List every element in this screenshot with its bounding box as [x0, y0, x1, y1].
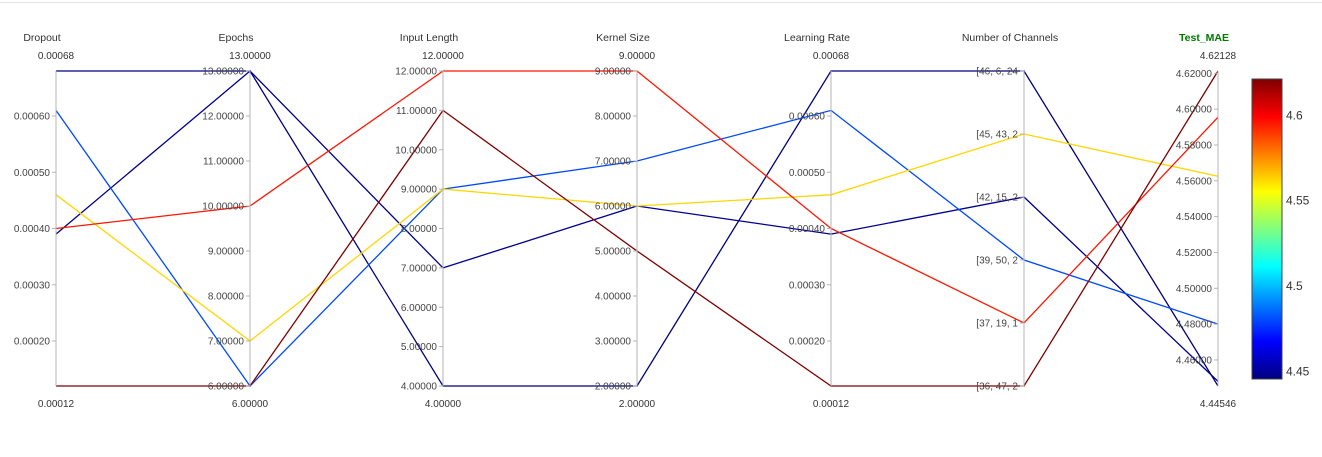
axis-max-label: 9.00000	[619, 51, 656, 62]
axis-learning-rate[interactable]: Learning Rate 0.00068 0.00012 0.00020 0.0003…	[784, 32, 850, 410]
tick-label: 0.00050	[789, 168, 826, 179]
tick-label: [42, 15, 2	[976, 193, 1018, 204]
axis-epochs[interactable]: Epochs 13.00000 6.00000 6.00000 7.00000 8.000…	[202, 32, 271, 410]
tick-label: 11.00000	[203, 157, 244, 168]
axis-title: Learning Rate	[784, 32, 850, 44]
axis-min-label: 0.00012	[38, 399, 75, 410]
axis-min-label: 6.00000	[232, 399, 269, 410]
tick-label: 4.00000	[595, 292, 632, 303]
top-divider	[0, 2, 1322, 3]
tick-label: 4.60000	[1176, 105, 1213, 116]
axis-max-label: 0.00068	[38, 51, 75, 62]
tick-label: 11.00000	[396, 106, 437, 117]
tick-label: 7.00000	[595, 157, 632, 168]
tick-label: 8.00000	[595, 112, 632, 123]
tick-label: 0.00030	[14, 280, 51, 291]
tick-label: 7.00000	[401, 263, 438, 274]
tick-label: 4.56000	[1176, 176, 1213, 187]
tick-label: 0.00060	[14, 112, 51, 123]
colorbar	[1251, 78, 1283, 380]
tick-label: 0.00050	[14, 168, 51, 179]
axis-title: Dropout	[23, 32, 60, 44]
tick-label: 9.00000	[208, 247, 245, 258]
axis-kernel-size[interactable]: Kernel Size 9.00000 2.00000 2.00000 3.00000 4…	[595, 32, 656, 410]
axis-max-label: 12.00000	[422, 51, 464, 62]
axis-dropout[interactable]: Dropout 0.00068 0.00012 0.00020 0.00030 0.000…	[14, 32, 75, 410]
axis-max-label: 13.00000	[229, 51, 271, 62]
tick-label: 4.46000	[1176, 355, 1213, 366]
tick-label: 10.00000	[202, 202, 244, 213]
tick-label: 4.48000	[1176, 320, 1213, 331]
axis-test-mae[interactable]: Test_MAE 4.62128 4.44546 4.46000 4.48000 4.50…	[1176, 32, 1237, 410]
tick-label: 12.00000	[202, 112, 244, 123]
axis-input-length[interactable]: Input Length 12.00000 4.00000 4.00000 5.0000…	[395, 32, 464, 410]
tick-label: 2.00000	[595, 382, 632, 393]
tick-label: 4.54000	[1176, 212, 1213, 223]
tick-label: 8.00000	[208, 292, 245, 303]
tick-label: 10.00000	[395, 145, 437, 156]
tick-label: 12.00000	[395, 67, 437, 78]
axis-max-label: 4.62128	[1200, 51, 1237, 62]
tick-label: 6.00000	[401, 303, 438, 314]
tick-label: 4.52000	[1176, 248, 1213, 259]
tick-label: 6.00000	[595, 202, 632, 213]
tick-label: 9.00000	[595, 67, 632, 78]
axis-title: Number of Channels	[962, 32, 1058, 44]
tick-label: 13.00000	[202, 67, 244, 78]
tick-label: 6.00000	[208, 382, 245, 393]
tick-label: [45, 43, 2	[976, 130, 1018, 141]
tick-label: [39, 50, 2	[976, 256, 1018, 267]
tick-label: 0.00060	[789, 112, 826, 123]
tick-label: 0.00030	[789, 280, 826, 291]
axis-title: Epochs	[218, 32, 253, 44]
tick-label: 7.00000	[208, 337, 245, 348]
tick-label: 4.58000	[1176, 140, 1213, 151]
tick-label: 4.00000	[401, 382, 438, 393]
axis-min-label: 2.00000	[619, 399, 656, 410]
tick-label: 0.00040	[789, 224, 826, 235]
tick-label: 8.00000	[401, 224, 438, 235]
axis-min-label: 0.00012	[813, 399, 850, 410]
tick-label: 4.50000	[1176, 284, 1213, 295]
axis-title: Input Length	[400, 32, 459, 44]
axis-title: Test_MAE	[1179, 32, 1229, 44]
tick-label: 0.00040	[14, 224, 51, 235]
tick-label: 4.62000	[1176, 69, 1213, 80]
tick-label: [36, 47, 2	[976, 382, 1018, 393]
tick-label: 0.00020	[789, 337, 826, 348]
axis-min-label: 4.44546	[1200, 399, 1237, 410]
tick-label: 0.00020	[14, 337, 51, 348]
axis-min-label: 4.00000	[425, 399, 462, 410]
tick-label: [37, 19, 1	[976, 319, 1018, 330]
colorbar-tick-label: 4.6	[1286, 108, 1303, 122]
tick-label: [46, 6, 24	[976, 67, 1018, 78]
tick-label: 3.00000	[595, 337, 632, 348]
tick-label: 5.00000	[595, 247, 632, 258]
tick-label: 5.00000	[401, 342, 438, 353]
axis-title: Kernel Size	[596, 32, 650, 44]
colorbar-tick-label: 4.5	[1286, 279, 1303, 293]
axis-number-of-channels[interactable]: Number of Channels [36, 47, 2 [37, 19, 1 [3…	[962, 32, 1058, 393]
axis-max-label: 0.00068	[813, 51, 850, 62]
colorbar-tick-label: 4.45	[1286, 364, 1310, 378]
colorbar-tick-label: 4.55	[1286, 194, 1310, 208]
tick-label: 9.00000	[401, 185, 438, 196]
